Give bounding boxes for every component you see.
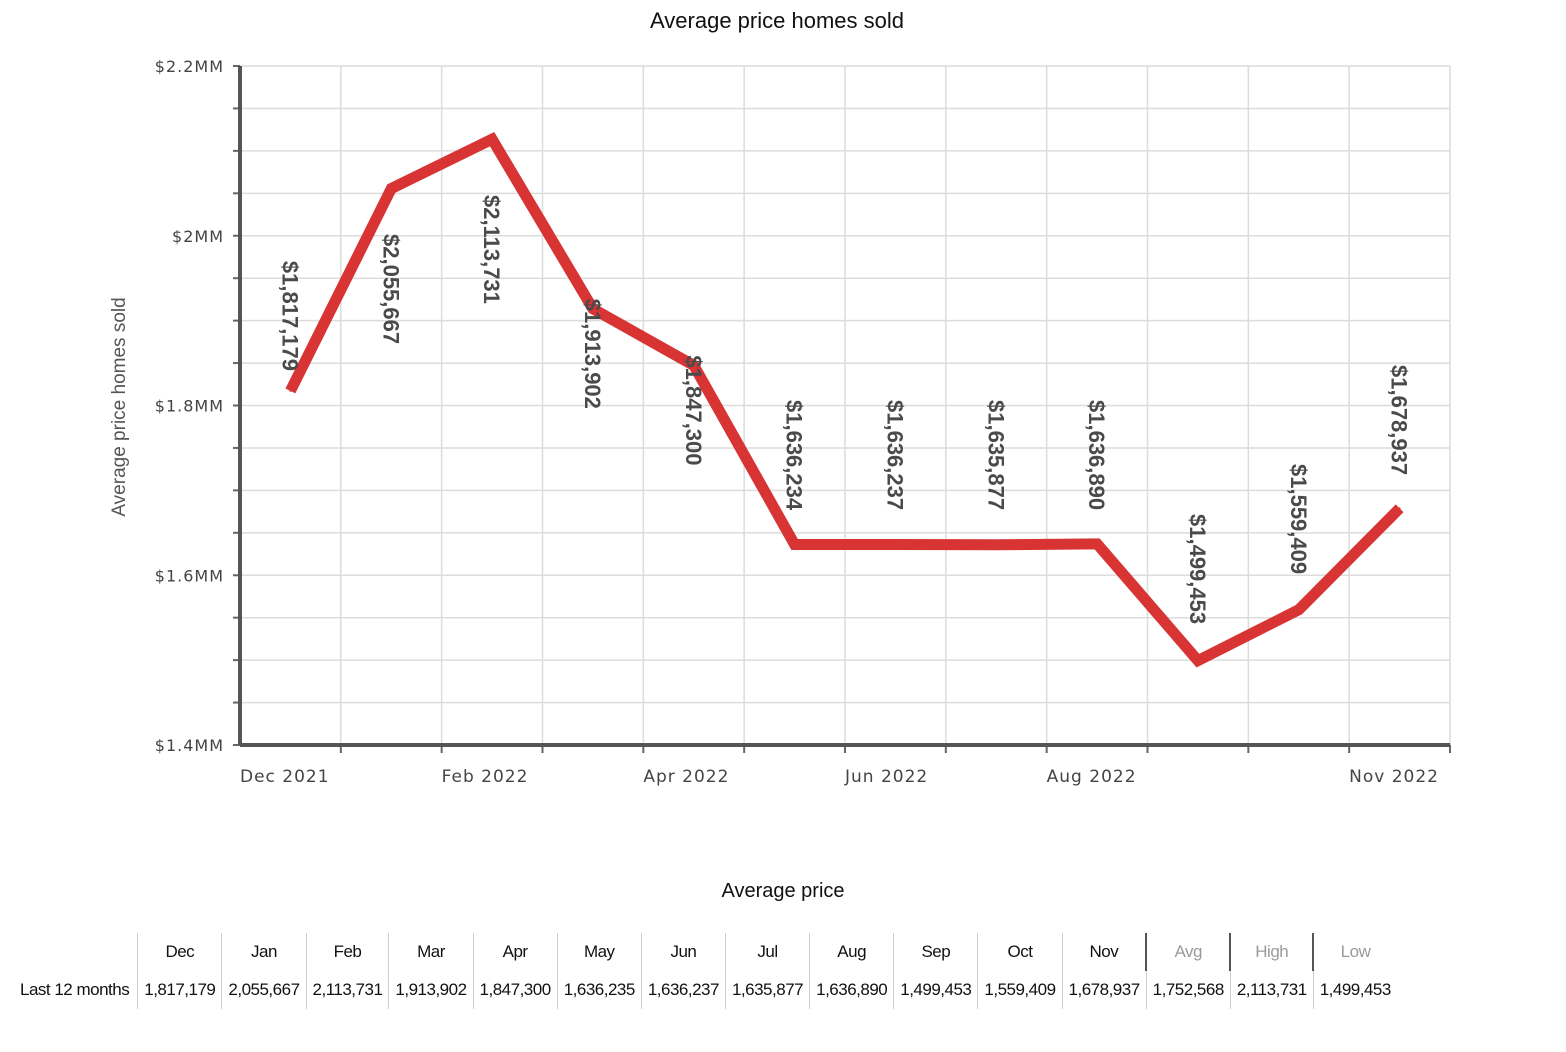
x-tick-label: Jun 2022 (844, 767, 928, 787)
line-chart: Average price homes sold $1.4MM$1.6MM$1.… (109, 8, 1451, 787)
month-header: Jun (640, 933, 726, 971)
month-header: Jul (724, 933, 810, 971)
x-tick-label: Nov 2022 (1349, 767, 1439, 787)
month-header: Jan (221, 933, 307, 971)
x-tick-label: Dec 2021 (240, 767, 330, 787)
month-header: Feb (305, 933, 389, 971)
stat-value-cell: 1,752,568 (1145, 971, 1231, 1009)
data-label: $1,559,409 (1286, 464, 1311, 574)
stat-value-cell: 1,499,453 (1312, 971, 1397, 1009)
data-point (894, 543, 897, 546)
data-point (491, 138, 494, 141)
data-point (1398, 507, 1401, 510)
month-value-cell: 1,678,937 (1061, 971, 1147, 1009)
month-value-cell: 1,635,877 (724, 971, 810, 1009)
data-label: $1,635,877 (983, 400, 1008, 510)
row-header-corner (12, 933, 138, 971)
chart-axes: $1.4MM $1.6MM $1.8MM $2MM $2.2MM Dec 2021 Feb … (155, 57, 1451, 787)
month-value-cell: 1,636,237 (640, 971, 726, 1009)
x-tick-label: Aug 2022 (1047, 767, 1137, 787)
month-header: Nov (1061, 933, 1147, 971)
data-point (1196, 659, 1199, 662)
month-value-cell: 1,636,235 (556, 971, 642, 1009)
data-point (793, 543, 796, 546)
month-header: Sep (893, 933, 978, 971)
data-point (1297, 608, 1300, 611)
data-label: $1,636,237 (882, 400, 907, 510)
data-label: $1,678,937 (1387, 365, 1412, 475)
month-header: May (556, 933, 642, 971)
month-value-cell: 1,817,179 (137, 971, 222, 1009)
month-value-cell: 2,113,731 (305, 971, 389, 1009)
series-layer (285, 132, 1404, 668)
data-label: $2,113,731 (479, 195, 504, 304)
month-header: Apr (472, 933, 558, 971)
month-value-cell: 2,055,667 (221, 971, 307, 1009)
data-label: $1,499,453 (1185, 514, 1210, 624)
data-point (1096, 542, 1099, 545)
stat-header: High (1229, 933, 1314, 971)
stat-header: Low (1312, 933, 1397, 971)
series-line (285, 132, 1404, 668)
table-title: Average price (721, 880, 845, 902)
data-label: $1,847,300 (681, 355, 706, 465)
month-value-cell: 1,636,890 (809, 971, 894, 1009)
data-point (390, 187, 393, 190)
data-point (692, 364, 695, 367)
data-point (591, 307, 594, 310)
data-label: $1,636,890 (1084, 400, 1109, 510)
data-label: $1,636,234 (782, 400, 807, 511)
data-label: $2,055,667 (378, 234, 403, 344)
stat-header: Avg (1145, 933, 1231, 971)
month-header: Aug (809, 933, 894, 971)
data-labels: $1,817,179 $2,055,667 $2,113,731 $1,913,902… (277, 195, 1411, 624)
y-axis-label: Average price homes sold (109, 297, 130, 516)
y-tick-label: $2.2MM (155, 57, 224, 76)
x-tick-label: Apr 2022 (643, 767, 729, 787)
row-label: Last 12 months (20, 980, 130, 999)
table-header-row: Dec Jan Feb Mar Apr May Jun Jul Aug Sep Oct Nov Avg H… (12, 933, 1397, 971)
x-tick-label: Feb 2022 (442, 767, 529, 787)
month-header: Dec (137, 933, 222, 971)
data-label: $1,913,902 (580, 299, 605, 409)
y-tick-label: $2MM (172, 227, 224, 246)
month-value-cell: 1,499,453 (893, 971, 978, 1009)
chart-grid (240, 65, 1451, 746)
table-row: Last 12 months 1,817,179 2,055,667 2,113,7… (12, 971, 1397, 1009)
price-table: Dec Jan Feb Mar Apr May Jun Jul Aug Sep Oct Nov Avg H… (12, 933, 1397, 1009)
month-header: Mar (388, 933, 474, 971)
y-tick-label: $1.6MM (155, 566, 224, 585)
month-value-cell: 1,559,409 (977, 971, 1063, 1009)
stat-value-cell: 2,113,731 (1229, 971, 1314, 1009)
month-header: Oct (977, 933, 1063, 971)
chart-title: Average price homes sold (650, 8, 904, 33)
y-tick-label: $1.8MM (155, 397, 224, 416)
month-value-cell: 1,847,300 (472, 971, 558, 1009)
data-point (995, 543, 998, 546)
data-point (289, 389, 292, 392)
month-value-cell: 1,913,902 (388, 971, 474, 1009)
y-tick-label: $1.4MM (155, 736, 224, 755)
data-label: $1,817,179 (277, 261, 302, 371)
